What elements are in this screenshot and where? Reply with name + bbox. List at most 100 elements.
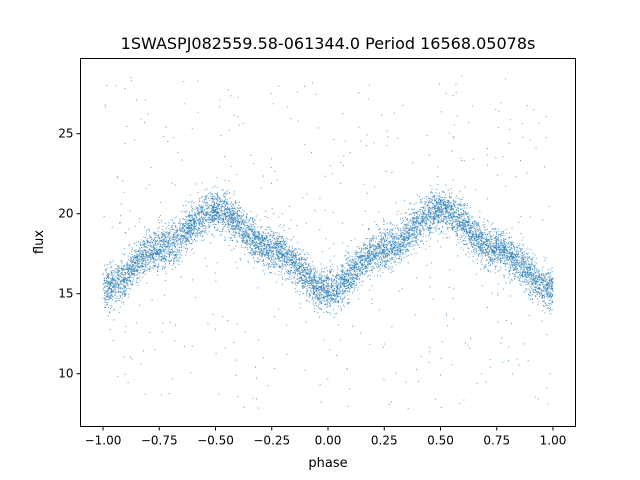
scatter-point xyxy=(189,219,191,221)
scatter-point xyxy=(477,221,479,223)
scatter-point xyxy=(242,233,244,235)
scatter-point xyxy=(490,259,492,261)
scatter-point xyxy=(391,246,393,248)
scatter-point xyxy=(398,246,400,248)
scatter-point xyxy=(432,208,434,210)
scatter-point xyxy=(507,253,509,255)
scatter-point xyxy=(166,241,168,243)
scatter-point xyxy=(477,229,479,231)
scatter-point xyxy=(445,210,447,212)
scatter-point xyxy=(229,197,231,199)
scatter-point xyxy=(365,247,367,249)
scatter-point xyxy=(107,277,109,279)
scatter-point xyxy=(360,250,362,252)
scatter-point xyxy=(446,217,448,219)
scatter-point xyxy=(263,273,265,275)
scatter-point xyxy=(355,250,357,252)
scatter-point xyxy=(381,239,383,241)
scatter-point xyxy=(112,284,114,286)
scatter-point xyxy=(198,221,200,223)
scatter-point xyxy=(128,228,130,230)
scatter-point xyxy=(224,226,226,228)
scatter-point xyxy=(322,287,324,289)
scatter-point xyxy=(186,244,188,246)
scatter-point xyxy=(218,393,220,395)
scatter-point xyxy=(375,258,377,260)
scatter-point xyxy=(438,211,440,213)
scatter-point xyxy=(261,251,263,253)
scatter-point xyxy=(456,230,458,232)
scatter-point xyxy=(175,237,177,239)
scatter-point xyxy=(505,246,507,248)
scatter-point xyxy=(430,218,432,220)
scatter-point xyxy=(440,246,442,248)
scatter-point xyxy=(548,295,550,297)
scatter-point xyxy=(234,227,236,229)
scatter-point xyxy=(230,216,232,218)
scatter-point xyxy=(250,229,252,231)
scatter-point xyxy=(348,264,350,266)
scatter-point xyxy=(314,282,316,284)
scatter-point xyxy=(448,222,450,224)
scatter-point xyxy=(106,285,108,287)
scatter-point xyxy=(214,185,216,187)
scatter-point xyxy=(478,237,479,239)
scatter-point xyxy=(514,253,516,255)
scatter-point xyxy=(311,283,313,285)
scatter-point xyxy=(108,298,110,300)
scatter-point xyxy=(309,272,311,274)
scatter-point xyxy=(185,211,187,213)
scatter-point xyxy=(247,236,249,238)
scatter-point xyxy=(159,244,161,246)
scatter-point xyxy=(197,232,199,234)
scatter-point xyxy=(492,253,494,255)
scatter-point xyxy=(398,290,400,292)
scatter-point xyxy=(295,261,297,263)
scatter-point xyxy=(236,213,238,215)
scatter-point xyxy=(544,281,546,283)
scatter-point xyxy=(352,268,354,270)
scatter-point xyxy=(340,289,342,291)
scatter-point xyxy=(241,223,243,225)
scatter-point xyxy=(177,152,179,154)
scatter-point xyxy=(117,375,119,377)
scatter-point xyxy=(452,227,454,229)
scatter-point xyxy=(105,285,107,287)
scatter-point xyxy=(162,257,164,259)
scatter-point xyxy=(486,247,488,249)
scatter-point xyxy=(329,349,331,351)
scatter-point xyxy=(132,273,134,275)
scatter-point xyxy=(329,295,331,297)
scatter-point xyxy=(439,374,441,376)
scatter-point xyxy=(179,241,181,242)
scatter-point xyxy=(237,225,239,227)
scatter-point xyxy=(474,229,476,231)
scatter-point xyxy=(474,221,476,223)
scatter-point xyxy=(423,213,425,215)
scatter-point xyxy=(112,285,114,287)
scatter-point xyxy=(321,303,323,305)
scatter-point xyxy=(319,286,321,288)
scatter-point xyxy=(518,262,520,264)
scatter-point xyxy=(368,257,370,259)
scatter-point xyxy=(344,282,346,284)
scatter-point xyxy=(115,289,117,291)
scatter-point xyxy=(547,304,549,306)
scatter-point xyxy=(281,264,283,266)
scatter-point xyxy=(369,241,371,243)
scatter-point xyxy=(429,276,431,278)
scatter-point xyxy=(505,185,507,187)
scatter-point xyxy=(547,293,549,295)
scatter-point xyxy=(315,291,317,293)
scatter-point xyxy=(457,214,459,216)
scatter-point xyxy=(265,210,267,212)
scatter-point xyxy=(358,277,360,279)
scatter-point xyxy=(479,232,481,234)
scatter-point xyxy=(137,277,139,279)
scatter-point xyxy=(167,248,169,250)
scatter-point xyxy=(544,275,546,277)
scatter-point xyxy=(392,250,394,252)
scatter-point xyxy=(155,240,157,242)
scatter-point xyxy=(212,205,214,207)
scatter-point xyxy=(437,202,439,204)
